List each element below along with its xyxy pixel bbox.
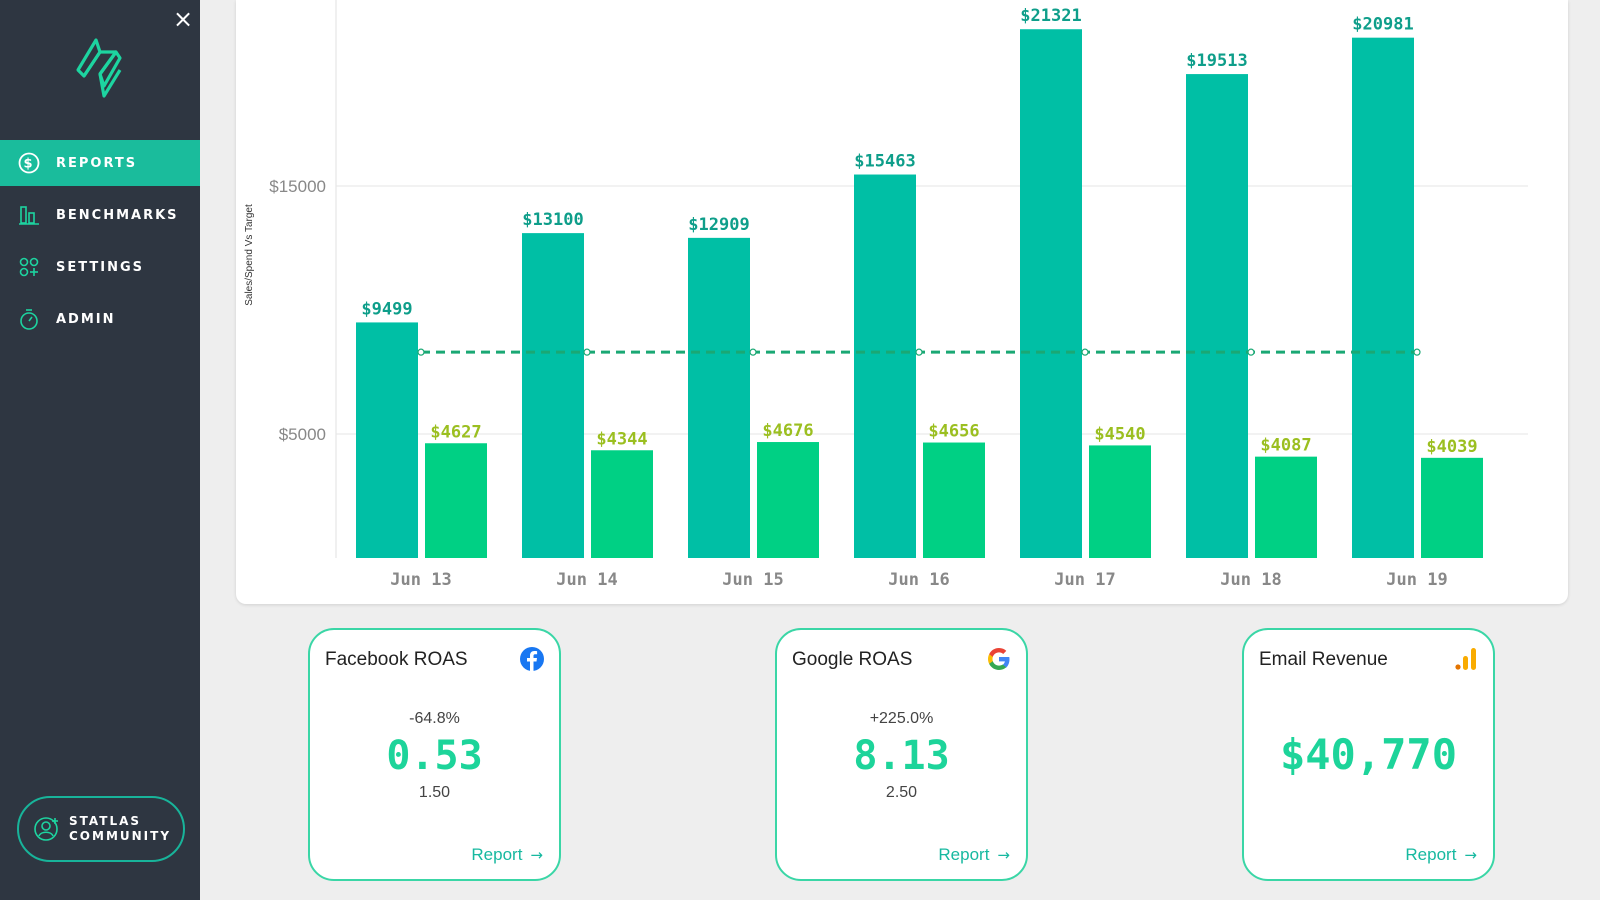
sidebar-item-benchmarks[interactable]: BENCHMARKS	[0, 192, 200, 238]
spend-data-label: $4656	[928, 422, 979, 442]
card-change: +225.0%	[869, 710, 934, 727]
spend-bar	[425, 443, 487, 558]
x-tick-label: Jun 13	[390, 570, 451, 590]
arrow-right-icon: →	[997, 846, 1010, 864]
sales-data-label: $9499	[361, 299, 412, 319]
target-point	[749, 348, 757, 356]
target-point	[417, 348, 425, 356]
sales-data-label: $13100	[522, 210, 583, 230]
bar-chart-icon	[18, 204, 40, 226]
sales-bar	[688, 237, 750, 558]
x-tick-label: Jun 15	[722, 570, 783, 590]
sales-bar	[1352, 37, 1414, 558]
close-icon[interactable]: ×	[172, 5, 194, 33]
user-plus-icon	[33, 815, 61, 843]
arrow-right-icon: →	[530, 846, 543, 864]
card-target: 2.50	[885, 784, 918, 801]
svg-text:$: $	[23, 157, 34, 172]
target-point	[1247, 348, 1255, 356]
sidebar-item-label: REPORTS	[56, 155, 138, 171]
card-change: -64.8%	[409, 710, 460, 727]
community-button[interactable]: STATLAS COMMUNITY	[17, 796, 185, 862]
google-roas-card: Google ROAS +225.0% 8.13 2.50 Report →	[775, 628, 1028, 881]
x-tick-label: Jun 16	[888, 570, 949, 590]
spend-bar	[923, 442, 985, 558]
sales-spend-chart: $5000 $15000 Sales/Spend Vs Target $9499 $46…	[244, 0, 1528, 590]
dollar-circle-icon: $	[18, 152, 40, 174]
sales-bar	[1020, 29, 1082, 559]
sidebar-item-settings[interactable]: SETTINGS	[0, 244, 200, 290]
card-title: Google ROAS	[792, 649, 913, 670]
sales-bar	[854, 174, 916, 559]
target-point	[583, 348, 591, 356]
target-point	[915, 348, 923, 356]
analytics-bars-icon	[1455, 648, 1476, 670]
stopwatch-icon	[18, 308, 40, 330]
x-tick-label: Jun 18	[1220, 570, 1281, 590]
sales-data-label: $21321	[1020, 6, 1081, 26]
report-link[interactable]: Report →	[938, 845, 1010, 864]
spend-bar	[1255, 456, 1317, 558]
spend-data-label: $4039	[1426, 437, 1477, 457]
x-tick-label: Jun 17	[1054, 570, 1115, 590]
target-point	[1413, 348, 1421, 356]
sidebar-item-reports[interactable]: $ REPORTS	[0, 140, 200, 186]
card-title: Email Revenue	[1259, 649, 1388, 670]
y-tick-label: $5000	[279, 425, 326, 444]
card-value: 8.13	[853, 733, 950, 779]
facebook-icon	[520, 647, 544, 671]
spend-bar	[757, 442, 819, 558]
sales-bar	[356, 322, 418, 558]
sales-bar	[522, 233, 584, 558]
spend-data-label: $4676	[762, 421, 813, 441]
arrow-right-icon: →	[1464, 846, 1477, 864]
report-link[interactable]: Report →	[1405, 845, 1477, 864]
target-point	[1081, 348, 1089, 356]
spend-bar	[1421, 457, 1483, 558]
sales-data-label: $19513	[1186, 51, 1247, 71]
spend-data-label: $4540	[1094, 424, 1145, 444]
google-icon	[988, 648, 1010, 670]
sales-data-label: $15463	[854, 152, 915, 172]
facebook-roas-card: Facebook ROAS -64.8% 0.53 1.50 Report →	[308, 628, 561, 881]
email-revenue-card: Email Revenue $40,770 Report →	[1242, 628, 1495, 881]
y-tick-label: $15000	[269, 177, 326, 196]
spend-data-label: $4087	[1260, 436, 1311, 456]
card-value: 0.53	[386, 733, 483, 779]
statlas-logo	[76, 38, 122, 98]
sidebar-item-admin[interactable]: ADMIN	[0, 296, 200, 342]
sales-data-label: $20981	[1352, 15, 1413, 35]
sales-bar	[1186, 74, 1248, 558]
card-title: Facebook ROAS	[325, 649, 468, 670]
report-link[interactable]: Report →	[471, 845, 543, 864]
spend-data-label: $4344	[596, 429, 647, 449]
card-value: $40,770	[1279, 730, 1457, 779]
x-tick-label: Jun 14	[556, 570, 617, 590]
sidebar-item-label: BENCHMARKS	[56, 207, 179, 223]
sidebar-item-label: ADMIN	[56, 311, 116, 327]
card-target: 1.50	[418, 784, 451, 801]
sidebar: × $ REPORTS BENCHMARKS SETTINGS ADMIN	[0, 0, 200, 900]
spend-bar	[591, 450, 653, 558]
x-tick-label: Jun 19	[1386, 570, 1447, 590]
settings-grid-icon	[18, 256, 40, 278]
community-label: STATLAS COMMUNITY	[69, 814, 172, 843]
sales-data-label: $12909	[688, 215, 749, 235]
sidebar-item-label: SETTINGS	[56, 259, 145, 275]
spend-data-label: $4627	[430, 422, 481, 442]
y-axis-label: Sales/Spend Vs Target	[244, 204, 255, 306]
spend-bar	[1089, 445, 1151, 558]
sales-spend-chart-card: $5000 $15000 Sales/Spend Vs Target $9499 $46…	[236, 0, 1568, 604]
